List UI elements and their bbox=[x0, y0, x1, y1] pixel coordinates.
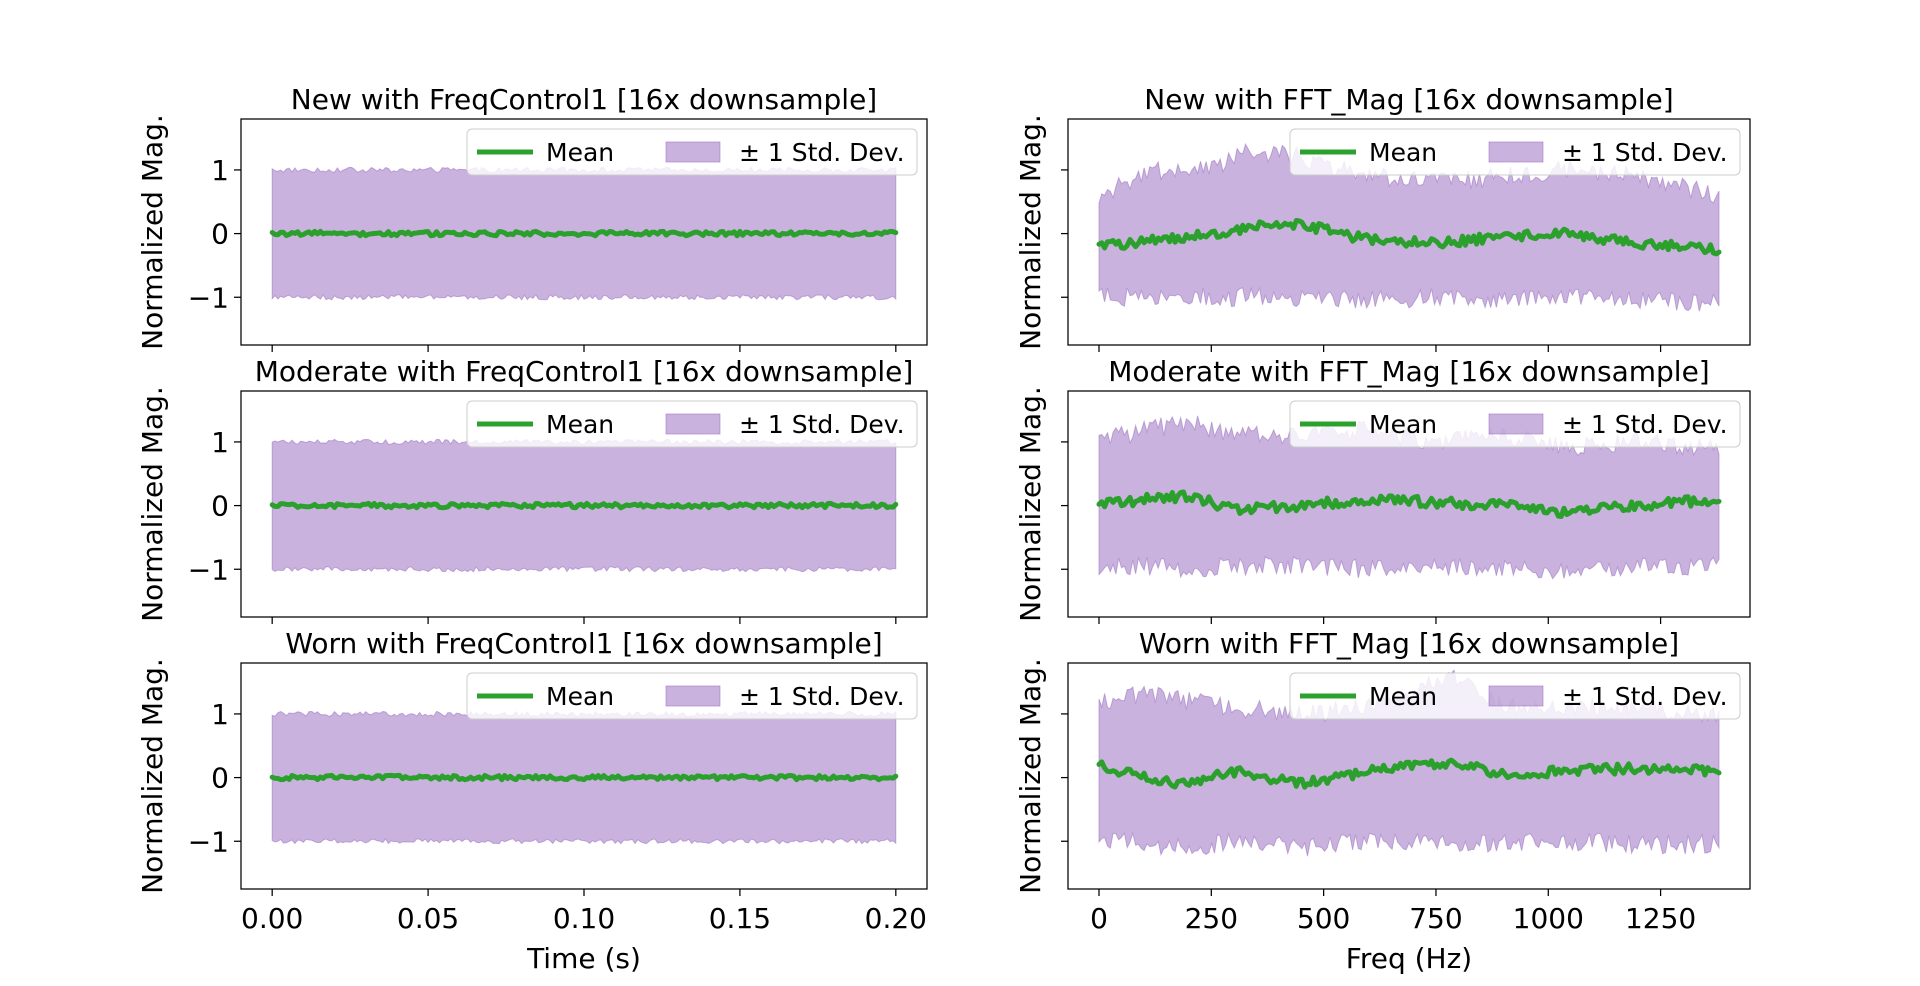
x-axis-label: Time (s) bbox=[526, 942, 641, 975]
y-axis-label: Normalized Mag. bbox=[136, 386, 169, 622]
x-tick-label: 500 bbox=[1297, 902, 1350, 935]
legend: Mean ± 1 Std. Dev. bbox=[1289, 672, 1741, 720]
legend-std-label: ± 1 Std. Dev. bbox=[739, 138, 905, 167]
y-tick-label: −1 bbox=[188, 553, 229, 586]
y-tick-label: 1 bbox=[211, 426, 229, 459]
x-tick-label: 250 bbox=[1185, 902, 1238, 935]
y-axis-label: Normalized Mag. bbox=[136, 114, 169, 350]
subplot-6: 0 250 500 750 1000 1250 Worn with FFT_Mag [16x… bbox=[1014, 627, 1751, 975]
subplot-title: Moderate with FreqControl1 [16x downsamp… bbox=[255, 355, 914, 388]
x-tick-label: 0.15 bbox=[709, 902, 771, 935]
x-tick-label: 0 bbox=[1090, 902, 1108, 935]
legend-std-label: ± 1 Std. Dev. bbox=[1562, 682, 1728, 711]
mean-line bbox=[269, 772, 899, 783]
y-tick-label: 0 bbox=[211, 218, 229, 251]
axes-frame bbox=[1067, 662, 1751, 890]
mean-line bbox=[1096, 218, 1722, 257]
x-tick-label: 0.20 bbox=[865, 902, 927, 935]
legend-std-label: ± 1 Std. Dev. bbox=[739, 682, 905, 711]
legend-mean-label: Mean bbox=[546, 138, 614, 167]
y-tick-label: −1 bbox=[188, 825, 229, 858]
legend-std-swatch bbox=[665, 685, 721, 707]
x-axis-label: Freq (Hz) bbox=[1346, 942, 1472, 975]
y-tick-label: 1 bbox=[211, 154, 229, 187]
x-tick-label: 0.00 bbox=[241, 902, 303, 935]
subplot-title: Worn with FreqControl1 [16x downsample] bbox=[285, 627, 882, 660]
y-tick-label: 0 bbox=[211, 762, 229, 795]
legend-std-swatch bbox=[1488, 141, 1544, 163]
legend-std-label: ± 1 Std. Dev. bbox=[1562, 410, 1728, 439]
subplot-title: Worn with FFT_Mag [16x downsample] bbox=[1139, 627, 1679, 660]
x-tick-label: 1000 bbox=[1513, 902, 1584, 935]
mean-line bbox=[269, 228, 899, 239]
legend-mean-label: Mean bbox=[1369, 410, 1437, 439]
mean-line bbox=[1096, 489, 1722, 519]
legend-mean-label: Mean bbox=[546, 682, 614, 711]
y-axis-label: Normalized Mag. bbox=[1014, 114, 1047, 350]
y-tick-label: −1 bbox=[188, 281, 229, 314]
legend: Mean ± 1 Std. Dev. bbox=[466, 128, 918, 176]
axes-frame bbox=[1067, 390, 1751, 618]
legend-std-swatch bbox=[1488, 413, 1544, 435]
y-tick-label: 0 bbox=[211, 490, 229, 523]
subplot-title: New with FreqControl1 [16x downsample] bbox=[291, 83, 877, 116]
axes-frame bbox=[1067, 118, 1751, 346]
legend: Mean ± 1 Std. Dev. bbox=[1289, 400, 1741, 448]
legend: Mean ± 1 Std. Dev. bbox=[466, 672, 918, 720]
subplot-title: New with FFT_Mag [16x downsample] bbox=[1144, 83, 1673, 116]
x-tick-label: 0.05 bbox=[397, 902, 459, 935]
legend: Mean ± 1 Std. Dev. bbox=[1289, 128, 1741, 176]
subplot-5: −1 0 1 0.00 0.05 0.10 0.15 0.20 Worn with FreqCo… bbox=[136, 627, 928, 975]
y-axis-label: Normalized Mag. bbox=[1014, 658, 1047, 894]
y-axis-label: Normalized Mag. bbox=[136, 658, 169, 894]
legend-std-swatch bbox=[1488, 685, 1544, 707]
legend-mean-label: Mean bbox=[546, 410, 614, 439]
legend-std-swatch bbox=[665, 141, 721, 163]
x-tick-label: 1250 bbox=[1625, 902, 1696, 935]
legend-std-swatch bbox=[665, 413, 721, 435]
y-axis-label: Normalized Mag. bbox=[1014, 386, 1047, 622]
subplot-4: Moderate with FFT_Mag [16x downsample] No… bbox=[1014, 355, 1751, 624]
x-tick-label: 750 bbox=[1409, 902, 1462, 935]
subplot-title: Moderate with FFT_Mag [16x downsample] bbox=[1108, 355, 1709, 388]
mean-line bbox=[1096, 757, 1722, 790]
legend: Mean ± 1 Std. Dev. bbox=[466, 400, 918, 448]
subplot-1: −1 0 1 New with FreqControl1 [16x downsampl… bbox=[136, 83, 928, 352]
x-tick-label: 0.10 bbox=[553, 902, 615, 935]
legend-std-label: ± 1 Std. Dev. bbox=[1562, 138, 1728, 167]
legend-std-label: ± 1 Std. Dev. bbox=[739, 410, 905, 439]
y-tick-label: 1 bbox=[211, 698, 229, 731]
subplot-3: −1 0 1 Moderate with FreqControl1 [16x down… bbox=[136, 355, 928, 624]
legend-mean-label: Mean bbox=[1369, 682, 1437, 711]
subplot-2: New with FFT_Mag [16x downsample] Normali… bbox=[1014, 83, 1751, 352]
mean-line bbox=[269, 500, 899, 511]
legend-mean-label: Mean bbox=[1369, 138, 1437, 167]
